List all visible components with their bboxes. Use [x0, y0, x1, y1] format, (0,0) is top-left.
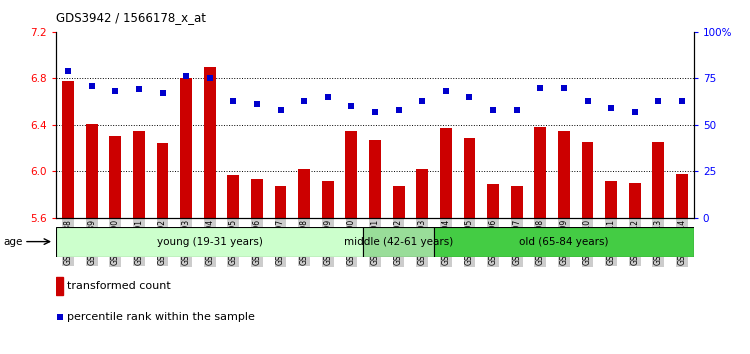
Bar: [56, 277, 63, 295]
Bar: [511, 186, 523, 218]
Bar: [464, 138, 476, 218]
Bar: [86, 124, 98, 218]
Text: GDS3942 / 1566178_x_at: GDS3942 / 1566178_x_at: [56, 11, 206, 24]
Bar: [369, 140, 381, 218]
Bar: [322, 181, 334, 218]
Bar: [628, 183, 640, 218]
Bar: [346, 131, 357, 218]
Bar: [133, 131, 145, 218]
Bar: [440, 128, 452, 218]
Bar: [110, 136, 122, 218]
Bar: [434, 227, 694, 257]
Bar: [251, 179, 262, 218]
Bar: [227, 175, 239, 218]
Bar: [180, 78, 192, 218]
Bar: [298, 169, 310, 218]
Bar: [204, 67, 216, 218]
Text: middle (42-61 years): middle (42-61 years): [344, 236, 453, 247]
Bar: [416, 169, 428, 218]
Bar: [62, 81, 74, 218]
Bar: [157, 143, 169, 218]
Text: percentile rank within the sample: percentile rank within the sample: [68, 312, 255, 322]
Bar: [605, 181, 617, 218]
Text: transformed count: transformed count: [68, 281, 171, 291]
Text: young (19-31 years): young (19-31 years): [157, 236, 262, 247]
Bar: [534, 127, 546, 218]
Bar: [363, 227, 434, 257]
Bar: [652, 142, 664, 218]
Text: old (65-84 years): old (65-84 years): [519, 236, 609, 247]
Bar: [274, 186, 286, 218]
Text: age: age: [4, 236, 23, 247]
Bar: [676, 173, 688, 218]
Bar: [488, 184, 499, 218]
Bar: [558, 131, 570, 218]
Bar: [56, 227, 363, 257]
Bar: [393, 186, 404, 218]
Bar: [581, 142, 593, 218]
